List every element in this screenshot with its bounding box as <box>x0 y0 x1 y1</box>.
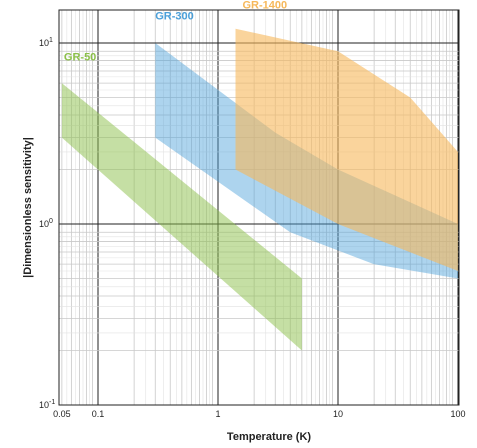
tick-labels: 0.05 0.1 1 10 100 10-1 100 101 <box>39 37 466 419</box>
x-tick-label: 0.05 <box>53 409 71 419</box>
x-tick-label: 10 <box>333 409 343 419</box>
series-labels: GR-50 GR-300 GR-1400 <box>64 0 287 64</box>
plot-border <box>58 9 460 406</box>
plot-frame <box>58 9 460 406</box>
series-label-gr-1400: GR-1400 <box>242 0 287 12</box>
y-tick-label: 101 <box>39 37 53 48</box>
y-tick-label: 10-1 <box>39 399 55 410</box>
series-area-gr-1400 <box>235 28 458 272</box>
series-areas <box>61 28 459 351</box>
series-label-gr-300: GR-300 <box>155 10 194 22</box>
series-label-gr-50: GR-50 <box>64 52 96 64</box>
y-axis-title: |Dimensionless sensitivity| <box>22 137 34 278</box>
x-axis-title: Temperature (K) <box>227 431 311 443</box>
y-tick-label: 100 <box>39 218 53 229</box>
x-tick-label: 0.1 <box>92 409 105 419</box>
series-area-gr-50 <box>61 83 302 351</box>
x-tick-label: 1 <box>215 409 220 419</box>
x-tick-label: 100 <box>450 409 465 419</box>
